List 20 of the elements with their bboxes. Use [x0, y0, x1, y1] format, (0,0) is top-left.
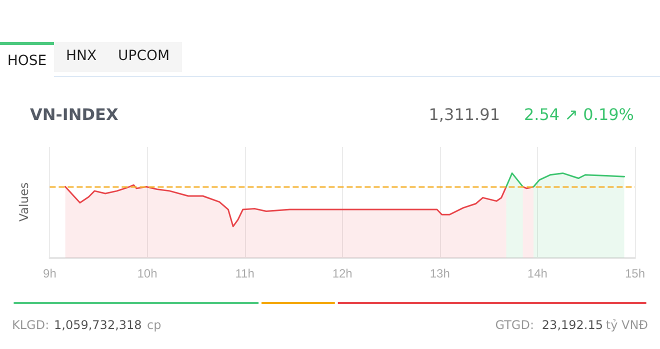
x-tick-label: 15h — [624, 266, 646, 281]
text: 23,192.15 — [542, 318, 603, 332]
text: 1,311.91 — [428, 105, 500, 124]
x-tick-label: 12h — [332, 266, 352, 281]
y-axis-title: Values — [17, 182, 31, 222]
text: tỷ VNĐ — [606, 318, 648, 332]
x-tick-label: 13h — [430, 266, 450, 281]
text: 1,059,732,318 — [54, 318, 142, 332]
chart-title: VN-INDEX — [30, 105, 118, 124]
text: KLGD: — [12, 318, 50, 332]
text: cp — [147, 318, 162, 332]
text: HNX — [66, 48, 97, 64]
x-tick-label: 14h — [527, 266, 548, 281]
x-tick-label: 10h — [137, 266, 158, 281]
x-tick-label: 9h — [43, 266, 56, 281]
x-tick-label: 11h — [235, 266, 254, 281]
text: 2.54 ↗ 0.19% — [524, 105, 634, 124]
text: HOSE — [0, 42, 54, 72]
text: UPCOM — [118, 48, 170, 64]
text: GTGD: — [495, 318, 534, 332]
